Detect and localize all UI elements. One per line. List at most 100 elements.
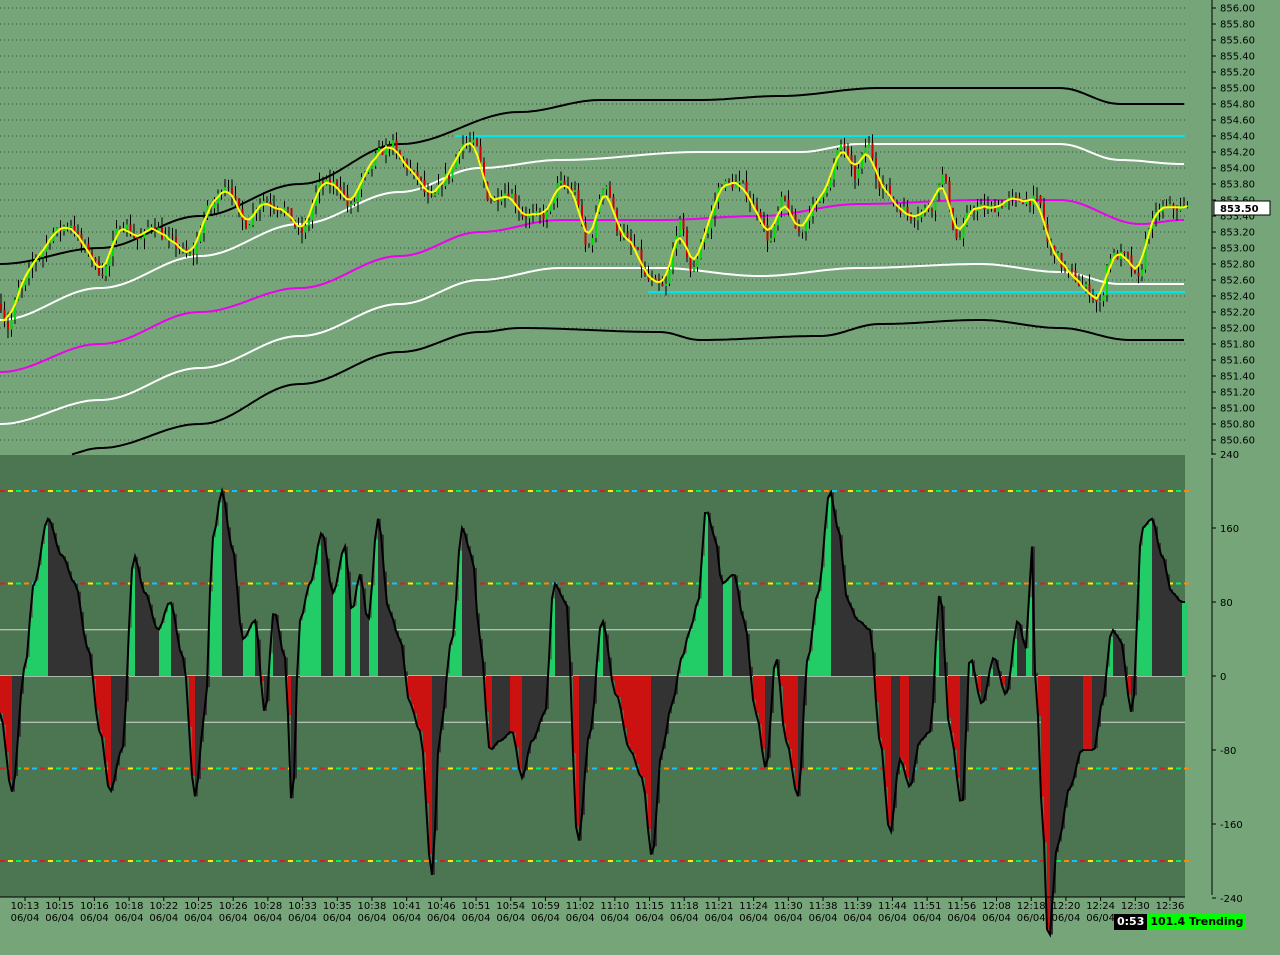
oscillator-bar xyxy=(441,676,444,730)
oscillator-bar xyxy=(648,676,651,830)
oscillator-bar xyxy=(318,545,321,676)
date-tick-label: 06/04 xyxy=(705,913,734,924)
oscillator-bar xyxy=(1119,638,1122,676)
oscillator-bar xyxy=(879,676,882,739)
bar-body xyxy=(528,214,531,219)
bar-body xyxy=(1022,201,1024,205)
price-tick-label: 854.80 xyxy=(1220,100,1255,111)
oscillator-bar xyxy=(807,660,810,676)
oscillator-bar xyxy=(459,550,462,676)
oscillator-bar xyxy=(1005,676,1008,694)
band-outer_lower xyxy=(71,319,1184,456)
bar-body xyxy=(577,190,580,206)
price-tick-label: 855.60 xyxy=(1220,36,1255,47)
oscillator-bar xyxy=(921,676,924,741)
oscillator-bar xyxy=(390,611,393,676)
oscillator-bar xyxy=(1089,676,1092,750)
bar-body xyxy=(507,193,510,197)
bar-body xyxy=(1001,205,1003,207)
oscillator-bar xyxy=(513,676,516,733)
price-tick-label: 852.60 xyxy=(1220,276,1255,287)
oscillator-bar xyxy=(552,598,555,676)
oscillator-bar xyxy=(768,676,771,758)
oscillator-bar xyxy=(558,588,561,676)
oscillator-bar xyxy=(1095,676,1098,749)
oscillator-bar xyxy=(483,661,486,676)
oscillator-bar xyxy=(762,676,765,750)
oscillator-bar xyxy=(363,588,366,676)
bar-body xyxy=(791,211,793,215)
oscillator-bar xyxy=(531,676,534,742)
oscillator-bar xyxy=(600,627,603,676)
status-value: 101.4 Trending xyxy=(1147,914,1247,930)
oscillator-bar xyxy=(27,657,30,676)
bar-body xyxy=(833,166,835,180)
oscillator-bar xyxy=(564,600,567,676)
bar-body xyxy=(196,241,198,255)
bar-body xyxy=(441,184,443,187)
oscillator-bar xyxy=(378,518,381,676)
oscillator-bar xyxy=(693,621,696,676)
time-tick-label: 10:51 xyxy=(462,901,491,912)
oscillator-bar xyxy=(975,674,978,676)
date-tick-label: 06/04 xyxy=(635,913,664,924)
oscillator-bar xyxy=(99,676,102,731)
time-tick-label: 10:28 xyxy=(253,901,282,912)
oscillator-bar xyxy=(1155,526,1158,676)
oscillator-bar xyxy=(906,676,909,778)
date-tick-label: 06/04 xyxy=(774,913,803,924)
oscillator-bar xyxy=(270,653,273,676)
oscillator-bar xyxy=(57,545,60,676)
oscillator-bar xyxy=(1068,676,1071,791)
oscillator-bar xyxy=(1113,630,1116,676)
bar-body xyxy=(864,147,867,155)
oscillator-tick-label: 0 xyxy=(1220,672,1226,683)
oscillator-bar xyxy=(1077,676,1080,764)
bar-body xyxy=(269,202,272,206)
bar-body xyxy=(119,228,121,230)
oscillator-bar xyxy=(744,620,747,676)
bar-body xyxy=(437,184,440,194)
oscillator-axis: 240 160 80 0 -80 -160 -240 xyxy=(1211,450,1243,905)
oscillator-bar xyxy=(114,676,117,782)
time-tick-label: 11:24 xyxy=(739,901,768,912)
bar-body xyxy=(231,188,233,197)
oscillator-bar xyxy=(960,676,963,801)
oscillator-bar xyxy=(288,676,291,716)
bar-body xyxy=(1074,270,1077,282)
oscillator-bar xyxy=(864,625,867,676)
time-tick-label: 11:21 xyxy=(705,901,734,912)
oscillator-bar xyxy=(0,676,3,713)
bar-body xyxy=(217,193,219,204)
oscillator-bar xyxy=(651,676,654,855)
bar-body xyxy=(1109,258,1112,266)
oscillator-bar xyxy=(825,528,828,676)
oscillator-bar xyxy=(39,565,42,676)
bar-body xyxy=(808,216,811,221)
oscillator-bar xyxy=(165,612,168,676)
bar-body xyxy=(0,304,2,310)
date-tick-label: 06/04 xyxy=(739,913,768,924)
oscillator-bar xyxy=(576,676,579,827)
price-tick-label: 852.00 xyxy=(1220,324,1255,335)
oscillator-bar xyxy=(1110,636,1113,676)
oscillator-bar xyxy=(846,594,849,676)
oscillator-bar xyxy=(174,613,177,676)
oscillator-bar xyxy=(159,629,162,676)
oscillator-bar xyxy=(1137,620,1140,676)
price-axis: 856.00 855.80 855.60 855.40 855.20 855.00 854.… xyxy=(1211,0,1271,455)
oscillator-bar xyxy=(213,537,216,676)
oscillator-tick-label: -240 xyxy=(1220,894,1243,905)
bar-body xyxy=(245,220,247,229)
oscillator-bar xyxy=(645,676,648,794)
bar-body xyxy=(511,193,513,197)
bar-body xyxy=(588,244,590,246)
bar-body xyxy=(1057,253,1059,257)
oscillator-bar xyxy=(534,676,537,740)
bar-body xyxy=(840,144,842,150)
oscillator-bar xyxy=(150,604,153,676)
oscillator-bar xyxy=(885,676,888,787)
oscillator-bar xyxy=(87,647,90,676)
date-tick-label: 06/04 xyxy=(600,913,629,924)
bar-body xyxy=(948,181,951,209)
